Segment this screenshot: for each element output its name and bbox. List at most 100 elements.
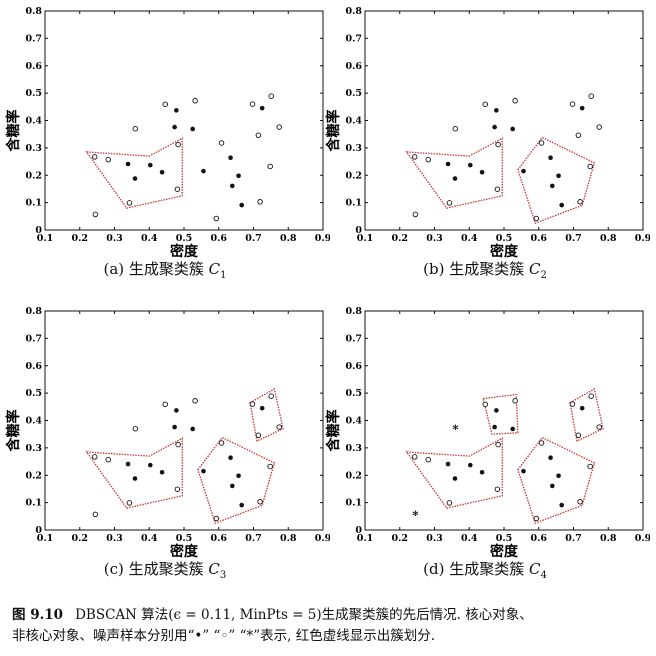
core-point xyxy=(556,173,561,179)
noise-point: * xyxy=(452,423,459,437)
x-tick-label: 0.2 xyxy=(71,533,88,544)
y-tick-label: 0.1 xyxy=(25,198,42,209)
y-tick-label: 0 xyxy=(35,525,42,536)
non-core-point xyxy=(494,186,501,192)
non-core-point xyxy=(425,456,431,463)
x-tick-label: 0.6 xyxy=(210,233,227,244)
core-point xyxy=(521,168,526,174)
non-core-point xyxy=(538,440,545,446)
core-point xyxy=(494,108,499,113)
y-axis-label: 含糖率 xyxy=(325,410,342,452)
non-core-point xyxy=(192,98,198,104)
non-core-point xyxy=(577,199,583,205)
x-axis-label: 密度 xyxy=(169,543,199,558)
panel-caption: (b) 生成聚类簇 C2 xyxy=(320,258,650,281)
y-tick-label: 0.7 xyxy=(345,333,362,344)
core-point xyxy=(548,155,553,161)
cluster-outline xyxy=(405,437,503,509)
panel-d: 0.1 0.2 0.3 0.4 0.5 0.6 0.7 0.8 0.9 0 0.1 0.2 0.3 0.4… xyxy=(320,300,650,590)
y-tick-label: 0.5 xyxy=(25,388,42,399)
core-point xyxy=(445,461,451,467)
x-tick-label: 0.3 xyxy=(426,533,443,544)
non-core-point xyxy=(446,200,453,206)
non-core-point xyxy=(569,101,576,107)
non-core-point xyxy=(162,101,168,108)
y-tick-label: 0.7 xyxy=(345,33,362,44)
y-tick-label: 0.3 xyxy=(25,143,42,154)
cluster-index: 4 xyxy=(540,570,547,581)
y-tick-label: 0.8 xyxy=(25,6,42,17)
non-core-point xyxy=(411,454,418,460)
cluster-outline xyxy=(482,393,519,435)
scatter-plot-a: 0.1 0.2 0.3 0.4 0.5 0.6 0.7 0.8 0.900.10.20.30.4… xyxy=(5,6,330,258)
x-tick-label: 0.4 xyxy=(461,533,478,544)
y-tick-label: 0.1 xyxy=(345,498,362,509)
y-tick-label: 0.1 xyxy=(25,498,42,509)
non-core-point xyxy=(126,200,133,206)
core-point xyxy=(452,176,458,181)
non-core-point xyxy=(425,156,431,163)
non-core-point xyxy=(105,156,111,163)
x-axis-label: 密度 xyxy=(169,243,199,258)
core-point xyxy=(172,424,177,430)
non-core-point xyxy=(596,124,602,130)
non-core-point xyxy=(132,125,139,132)
y-tick-label: 0.2 xyxy=(25,170,42,181)
non-core-point xyxy=(411,154,418,160)
non-core-point xyxy=(249,401,256,407)
core-point xyxy=(201,168,206,174)
non-core-point xyxy=(105,456,111,463)
core-point xyxy=(147,462,153,468)
y-tick-label: 0.3 xyxy=(345,143,362,154)
x-tick-label: 0.8 xyxy=(280,533,297,544)
y-tick-label: 0.3 xyxy=(25,443,42,454)
y-tick-label: 0.2 xyxy=(345,470,362,481)
core-point xyxy=(494,408,499,413)
non-core-point xyxy=(257,199,263,205)
non-core-point xyxy=(276,424,282,430)
panel-b: 0.1 0.2 0.3 0.4 0.5 0.6 0.7 0.8 0.9 0 0.1 0.2 0.3 0.4… xyxy=(320,0,650,290)
x-tick-label: 0.7 xyxy=(565,233,582,244)
core-point xyxy=(259,405,265,411)
y-axis-label: 含糖率 xyxy=(5,110,22,152)
non-core-point xyxy=(587,463,593,470)
x-tick-label: 0.4 xyxy=(461,233,478,244)
cluster-index: 3 xyxy=(219,570,227,581)
x-tick-label: 0.6 xyxy=(530,533,547,544)
x-tick-label: 0.1 xyxy=(37,533,54,544)
non-core-point xyxy=(92,511,99,518)
non-core-point xyxy=(533,215,540,222)
non-core-point xyxy=(588,393,594,399)
y-tick-label: 0 xyxy=(35,225,42,236)
y-tick-label: 0.3 xyxy=(345,443,362,454)
x-tick-label: 0.2 xyxy=(391,233,408,244)
non-core-point xyxy=(175,141,181,148)
x-tick-label: 0.5 xyxy=(176,233,193,244)
core-point xyxy=(492,124,497,130)
x-tick-label: 0.7 xyxy=(245,233,262,244)
x-tick-label: 0.6 xyxy=(530,233,547,244)
core-point xyxy=(159,169,165,175)
core-point xyxy=(550,183,555,189)
y-tick-label: 0.2 xyxy=(345,170,362,181)
core-point xyxy=(230,483,235,489)
core-point xyxy=(132,476,138,481)
non-core-point xyxy=(533,515,540,522)
y-tick-label: 0.6 xyxy=(25,61,42,72)
y-tick-label: 0.1 xyxy=(345,198,362,209)
core-point xyxy=(492,424,497,430)
core-point xyxy=(579,105,585,111)
core-point xyxy=(236,473,241,479)
core-point xyxy=(579,405,585,411)
non-core-point xyxy=(218,140,225,146)
scatter-plot-d: 0.1 0.2 0.3 0.4 0.5 0.6 0.7 0.8 0.900.10.20.30.4… xyxy=(325,306,650,558)
x-tick-label: 0.3 xyxy=(426,233,443,244)
y-tick-label: 0 xyxy=(355,225,362,236)
core-point xyxy=(479,469,485,475)
non-core-point xyxy=(538,140,545,146)
x-tick-label: 0.3 xyxy=(106,533,123,544)
x-tick-label: 0.5 xyxy=(176,533,193,544)
core-point xyxy=(521,468,526,474)
cluster-outline xyxy=(517,436,596,525)
non-core-point xyxy=(577,499,583,505)
